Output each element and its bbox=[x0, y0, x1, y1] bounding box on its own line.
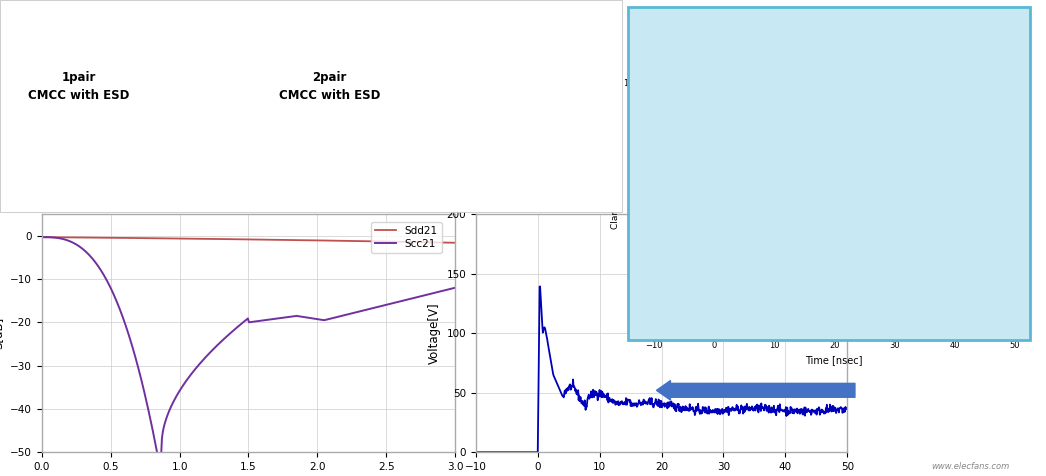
Text: ESD
IC: ESD IC bbox=[41, 81, 59, 100]
Text: (5): (5) bbox=[371, 89, 380, 94]
Scc21 bbox=[335, 313, 347, 319]
without ESD bbox=[922, 159, 934, 164]
Text: (3): (3) bbox=[234, 90, 244, 97]
Text: (9): (9) bbox=[420, 21, 429, 26]
Text: 2pair
CMCC with ESD: 2pair CMCC with ESD bbox=[279, 71, 380, 102]
CMCC with ESD bbox=[879, 326, 891, 332]
Text: (8): (8) bbox=[84, 128, 94, 134]
CMCC with ESD bbox=[923, 325, 935, 330]
Y-axis label: Clamping Voltage[V]: Clamping Voltage[V] bbox=[611, 136, 620, 228]
without ESD bbox=[647, 328, 660, 334]
Text: (2): (2) bbox=[179, 194, 189, 200]
Sdd21 bbox=[449, 240, 461, 246]
CMCC with ESD bbox=[867, 326, 880, 332]
Text: (3): (3) bbox=[84, 90, 94, 97]
CMCC with ESD bbox=[1008, 325, 1021, 330]
Text: (10): (10) bbox=[371, 127, 384, 131]
CMCC with ESD bbox=[710, 289, 723, 295]
Text: 1pair
CMCC with ESD: 1pair CMCC with ESD bbox=[28, 71, 129, 102]
Text: (1): (1) bbox=[149, 194, 158, 200]
Text: www.elecfans.com: www.elecfans.com bbox=[931, 462, 1009, 471]
Text: (8): (8) bbox=[446, 21, 454, 26]
Scc21 bbox=[337, 313, 349, 318]
without ESD bbox=[858, 136, 870, 141]
X-axis label: Time [nsec]: Time [nsec] bbox=[805, 355, 863, 365]
without ESD bbox=[756, 80, 769, 86]
without ESD bbox=[867, 143, 880, 149]
Scc21 bbox=[153, 458, 165, 464]
Line: Sdd21: Sdd21 bbox=[42, 236, 455, 243]
CMCC with ESD bbox=[647, 328, 660, 334]
Sdd21 bbox=[336, 238, 348, 244]
Text: (6): (6) bbox=[234, 128, 244, 134]
Sdd21 bbox=[199, 236, 211, 242]
Y-axis label: S[dB]: S[dB] bbox=[0, 317, 4, 349]
Sdd21 bbox=[334, 238, 346, 244]
Sdd21 bbox=[295, 238, 308, 243]
CMCC with ESD bbox=[647, 327, 660, 333]
CMCC with ESD bbox=[858, 327, 870, 332]
Scc21 bbox=[449, 285, 461, 291]
without ESD bbox=[1008, 204, 1021, 210]
CMCC with ESD bbox=[959, 326, 972, 331]
Text: (2): (2) bbox=[374, 154, 384, 159]
Legend: Sdd21, Scc21: Sdd21, Scc21 bbox=[371, 222, 441, 253]
Text: (1): (1) bbox=[374, 138, 384, 143]
Text: ESD
IC2: ESD IC2 bbox=[321, 81, 338, 100]
Scc21 bbox=[86, 255, 98, 260]
Line: Scc21: Scc21 bbox=[42, 237, 455, 461]
Scc21 bbox=[200, 353, 212, 359]
Line: CMCC with ESD: CMCC with ESD bbox=[654, 292, 1015, 331]
Scc21 bbox=[296, 314, 309, 320]
Scc21 bbox=[36, 234, 48, 240]
Sdd21 bbox=[86, 235, 98, 240]
without ESD bbox=[878, 148, 890, 153]
CMCC with ESD bbox=[670, 328, 683, 334]
Legend: without ESD, CMCC with ESD: without ESD, CMCC with ESD bbox=[908, 173, 1010, 203]
Y-axis label: Voltage[V]: Voltage[V] bbox=[428, 302, 441, 364]
without ESD bbox=[959, 177, 972, 182]
Sdd21 bbox=[36, 233, 48, 239]
without ESD bbox=[669, 328, 682, 334]
Scc21 bbox=[172, 391, 184, 397]
Line: without ESD: without ESD bbox=[654, 83, 1015, 331]
Text: (5): (5) bbox=[151, 20, 160, 27]
Text: (4): (4) bbox=[178, 20, 187, 27]
Sdd21 bbox=[170, 236, 183, 241]
